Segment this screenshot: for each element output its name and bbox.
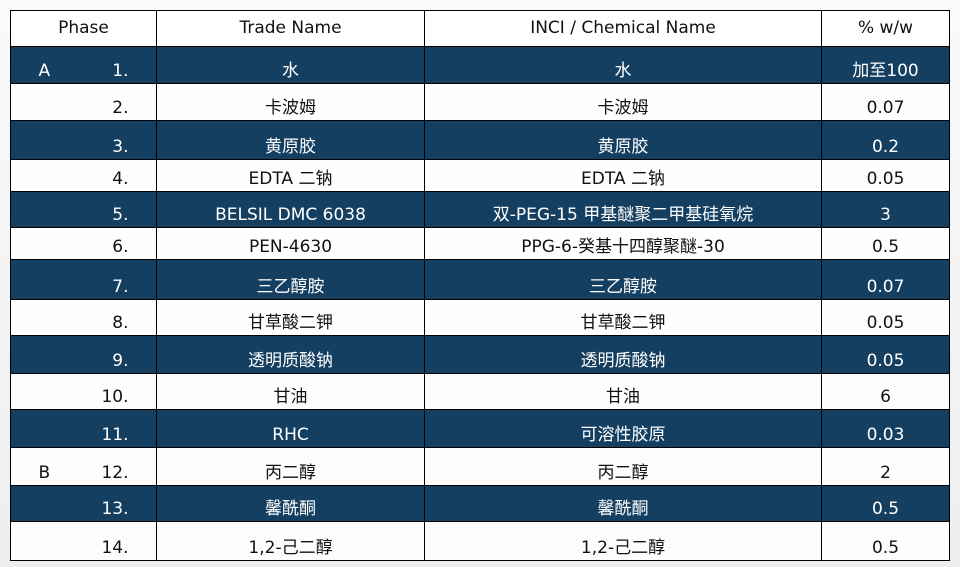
phase-cell: 11. — [10, 409, 157, 448]
percent-cell: 3 — [821, 191, 950, 228]
percent-cell: 0.05 — [821, 335, 950, 374]
item-number: 10. — [101, 387, 129, 407]
percent-cell: 0.07 — [821, 83, 950, 121]
table-row: 11. RHC 可溶性胶原 0.03 — [10, 409, 950, 448]
trade-name-cell: 馨酰酮 — [156, 485, 425, 522]
inci-name-cell: 甘草酸二钾 — [424, 299, 822, 336]
table-row: 13. 馨酰酮 馨酰酮 0.5 — [10, 485, 950, 522]
percent-cell: 0.03 — [821, 409, 950, 448]
inci-name-cell: 甘油 — [424, 373, 822, 410]
item-number: 6. — [112, 237, 129, 257]
item-number: 7. — [112, 277, 129, 297]
percent-cell: 0.07 — [821, 259, 950, 300]
phase-cell: 13. — [10, 485, 157, 522]
table-row: 6. PEN-4630 PPG-6-癸基十四醇聚醚-30 0.5 — [10, 227, 950, 260]
percent-cell: 加至100 — [821, 46, 950, 84]
inci-name-cell: 1,2-己二醇 — [424, 521, 822, 561]
table-row: 8. 甘草酸二钾 甘草酸二钾 0.05 — [10, 299, 950, 336]
table-row: 14. 1,2-己二醇 1,2-己二醇 0.5 — [10, 521, 950, 561]
percent-cell: 6 — [821, 373, 950, 410]
phase-cell: 10. — [10, 373, 157, 410]
phase-label: B — [38, 463, 51, 483]
table-row: 4. EDTA 二钠 EDTA 二钠 0.05 — [10, 159, 950, 192]
item-number: 4. — [112, 169, 129, 189]
percent-cell: 0.5 — [821, 227, 950, 260]
trade-name-cell: 透明质酸钠 — [156, 335, 425, 374]
inci-name-cell: PPG-6-癸基十四醇聚醚-30 — [424, 227, 822, 260]
table-row: B 12. 丙二醇 丙二醇 2 — [10, 447, 950, 486]
trade-name-cell: 水 — [156, 46, 425, 84]
inci-name-cell: 黄原胶 — [424, 120, 822, 160]
trade-name-cell: 三乙醇胺 — [156, 259, 425, 300]
phase-cell: 4. — [10, 159, 157, 192]
phase-cell: A 1. — [10, 46, 157, 84]
trade-name-cell: 甘油 — [156, 373, 425, 410]
inci-name-cell: 卡波姆 — [424, 83, 822, 121]
table-row: 3. 黄原胶 黄原胶 0.2 — [10, 120, 950, 160]
formulation-table: Phase Trade Name INCI / Chemical Name % … — [10, 10, 950, 561]
phase-cell: 9. — [10, 335, 157, 374]
inci-name-cell: 水 — [424, 46, 822, 84]
phase-cell: B 12. — [10, 447, 157, 486]
percent-cell: 0.05 — [821, 299, 950, 336]
header-phase: Phase — [10, 10, 157, 47]
inci-name-cell: 透明质酸钠 — [424, 335, 822, 374]
header-inci-name: INCI / Chemical Name — [424, 10, 822, 47]
item-number: 3. — [112, 137, 129, 157]
table-row: A 1. 水水加至100 — [10, 46, 950, 84]
phase-cell: 2. — [10, 83, 157, 121]
phase-cell: 3. — [10, 120, 157, 160]
trade-name-cell: BELSIL DMC 6038 — [156, 191, 425, 228]
item-number: 12. — [101, 463, 129, 483]
trade-name-cell: 甘草酸二钾 — [156, 299, 425, 336]
inci-name-cell: 可溶性胶原 — [424, 409, 822, 448]
table-row: 10. 甘油 甘油 6 — [10, 373, 950, 410]
trade-name-cell: RHC — [156, 409, 425, 448]
phase-cell: 7. — [10, 259, 157, 300]
header-trade-name: Trade Name — [156, 10, 425, 47]
item-number: 9. — [112, 351, 129, 371]
phase-cell: 14. — [10, 521, 157, 561]
inci-name-cell: 丙二醇 — [424, 447, 822, 486]
trade-name-cell: 1,2-己二醇 — [156, 521, 425, 561]
percent-cell: 0.5 — [821, 521, 950, 561]
phase-cell: 5. — [10, 191, 157, 228]
item-number: 14. — [101, 538, 129, 558]
item-number: 8. — [112, 313, 129, 333]
table-row: 2. 卡波姆 卡波姆 0.07 — [10, 83, 950, 121]
item-number: 13. — [101, 499, 129, 519]
item-number: 1. — [112, 61, 129, 81]
phase-cell: 8. — [10, 299, 157, 336]
phase-label: A — [38, 61, 51, 81]
inci-name-cell: 双-PEG-15 甲基醚聚二甲基硅氧烷 — [424, 191, 822, 228]
item-number: 5. — [112, 205, 129, 225]
trade-name-cell: 卡波姆 — [156, 83, 425, 121]
percent-cell: 0.5 — [821, 485, 950, 522]
header-percent: % w/w — [821, 10, 950, 47]
percent-cell: 0.2 — [821, 120, 950, 160]
phase-cell: 6. — [10, 227, 157, 260]
item-number: 2. — [112, 98, 129, 118]
percent-cell: 0.05 — [821, 159, 950, 192]
trade-name-cell: 黄原胶 — [156, 120, 425, 160]
table-header-row: Phase Trade Name INCI / Chemical Name % … — [10, 10, 950, 47]
inci-name-cell: 三乙醇胺 — [424, 259, 822, 300]
item-number: 11. — [101, 425, 129, 445]
percent-cell: 2 — [821, 447, 950, 486]
table-row: 5. BELSIL DMC 6038 双-PEG-15 甲基醚聚二甲基硅氧烷 3 — [10, 191, 950, 228]
inci-name-cell: EDTA 二钠 — [424, 159, 822, 192]
trade-name-cell: 丙二醇 — [156, 447, 425, 486]
trade-name-cell: EDTA 二钠 — [156, 159, 425, 192]
trade-name-cell: PEN-4630 — [156, 227, 425, 260]
inci-name-cell: 馨酰酮 — [424, 485, 822, 522]
table-row: 9. 透明质酸钠 透明质酸钠 0.05 — [10, 335, 950, 374]
table-row: 7. 三乙醇胺 三乙醇胺 0.07 — [10, 259, 950, 300]
